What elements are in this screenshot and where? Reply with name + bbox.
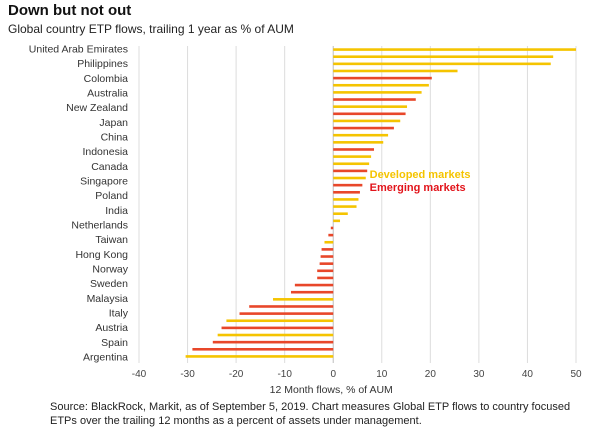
x-tick-label: -20 bbox=[229, 369, 244, 380]
x-tick-label: -30 bbox=[180, 369, 195, 380]
category-label: Sweden bbox=[90, 278, 128, 290]
category-label: Japan bbox=[99, 117, 128, 129]
bar-developed bbox=[333, 205, 357, 208]
category-label: Malaysia bbox=[87, 293, 129, 305]
bar-developed bbox=[333, 133, 389, 137]
bar-developed bbox=[333, 62, 551, 66]
bar-developed bbox=[333, 155, 372, 158]
bar-emerging bbox=[333, 112, 406, 116]
bar-developed bbox=[333, 105, 408, 108]
x-tick-label: -40 bbox=[132, 369, 147, 380]
category-label: China bbox=[101, 132, 129, 144]
category-label: United Arab Emirates bbox=[29, 44, 128, 56]
category-label: Colombia bbox=[84, 73, 129, 85]
bar-emerging bbox=[294, 283, 334, 287]
x-tick-label: 20 bbox=[425, 369, 437, 380]
x-tick-label: 0 bbox=[330, 369, 336, 380]
x-tick-label: 50 bbox=[570, 369, 582, 380]
bar-developed bbox=[333, 219, 341, 223]
x-tick-label: -10 bbox=[277, 369, 292, 380]
chart-title: Down but not out bbox=[8, 2, 132, 19]
category-label: Hong Kong bbox=[75, 249, 128, 261]
bar-emerging bbox=[333, 148, 375, 151]
legend-emerging-markets: Emerging markets bbox=[370, 182, 466, 194]
category-label: New Zealand bbox=[66, 102, 128, 114]
legend-developed-markets: Developed markets bbox=[370, 169, 471, 181]
bar-emerging bbox=[249, 305, 334, 308]
bar-emerging bbox=[333, 190, 360, 194]
bar-emerging bbox=[290, 290, 334, 294]
bar-developed bbox=[333, 55, 554, 59]
category-label: Singapore bbox=[80, 176, 128, 188]
category-label: Netherlands bbox=[71, 220, 128, 232]
bar-developed bbox=[333, 198, 359, 201]
bar-developed bbox=[226, 319, 334, 323]
bar-emerging bbox=[333, 126, 394, 130]
category-label: Canada bbox=[91, 161, 128, 173]
bars bbox=[185, 48, 576, 358]
category-label: Taiwan bbox=[95, 234, 128, 246]
category-label: Indonesia bbox=[82, 146, 128, 158]
bar-developed bbox=[333, 119, 401, 123]
gridlines bbox=[138, 46, 577, 363]
x-tick-label: 40 bbox=[522, 369, 534, 380]
bar-developed bbox=[333, 212, 348, 216]
bar-developed bbox=[333, 162, 370, 166]
bar-developed bbox=[333, 69, 458, 73]
category-label: Italy bbox=[109, 308, 129, 320]
source-note: Source: BlackRock, Markit, as of Septemb… bbox=[50, 401, 571, 427]
bar-emerging bbox=[192, 347, 334, 351]
bar-developed bbox=[333, 141, 384, 144]
x-tick-label: 30 bbox=[473, 369, 485, 380]
bar-developed bbox=[273, 298, 334, 301]
bar-developed bbox=[333, 83, 429, 87]
x-tick-label: 10 bbox=[376, 369, 388, 380]
bar-emerging bbox=[328, 233, 334, 237]
category-label: Argentina bbox=[83, 352, 128, 364]
x-tick-labels: -40 -30 -20 -10 0 10 20 30 40 50 bbox=[132, 369, 582, 380]
bar-developed bbox=[333, 91, 422, 94]
bar-developed bbox=[185, 355, 334, 358]
bar-developed bbox=[324, 240, 334, 244]
chart-subtitle: Global country ETP flows, trailing 1 yea… bbox=[8, 22, 294, 36]
bar-developed bbox=[333, 176, 366, 180]
bar-developed bbox=[333, 48, 576, 51]
category-label: Spain bbox=[101, 337, 128, 349]
bar-emerging bbox=[333, 76, 432, 80]
category-label: Norway bbox=[92, 264, 128, 276]
bar-emerging bbox=[320, 255, 334, 258]
bar-emerging bbox=[317, 269, 334, 273]
category-label: Philippines bbox=[77, 58, 128, 70]
category-label: Australia bbox=[87, 88, 128, 100]
bar-emerging bbox=[333, 183, 363, 187]
x-axis-label: 12 Month flows, % of AUM bbox=[270, 384, 393, 396]
bar-emerging bbox=[333, 169, 368, 173]
bar-emerging bbox=[239, 312, 334, 315]
bar-emerging bbox=[333, 98, 416, 101]
category-label: Poland bbox=[95, 190, 128, 202]
category-labels: United Arab Emirates Philippines Colombia A… bbox=[29, 44, 129, 364]
bar-developed bbox=[217, 333, 334, 337]
bar-emerging bbox=[212, 340, 334, 344]
bar-emerging bbox=[330, 226, 334, 230]
category-label: Austria bbox=[95, 322, 128, 334]
bar-emerging bbox=[321, 248, 334, 251]
category-label: India bbox=[105, 205, 128, 217]
bar-emerging bbox=[221, 326, 334, 330]
bar-emerging bbox=[317, 276, 334, 280]
bar-emerging bbox=[319, 262, 334, 265]
